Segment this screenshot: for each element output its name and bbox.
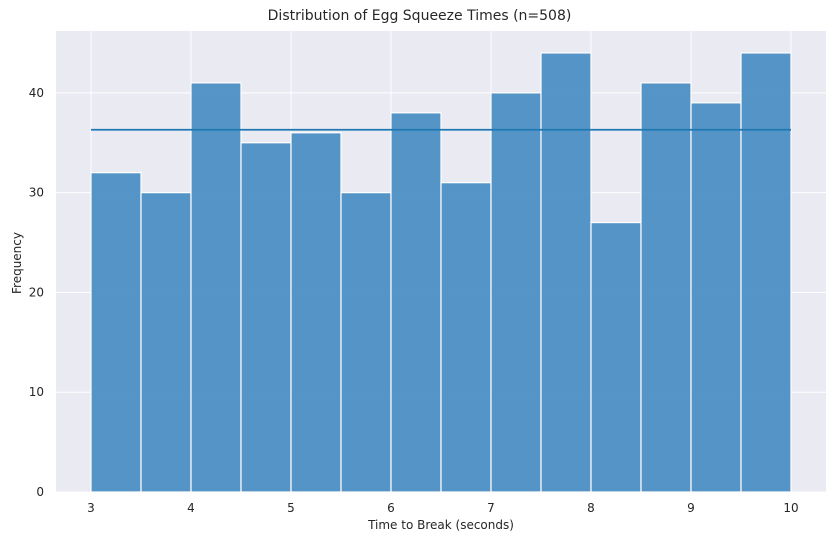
histogram-bar	[390, 112, 442, 493]
y-tick-label: 40	[29, 86, 44, 100]
histogram-bar	[90, 172, 142, 493]
histogram-bar	[340, 192, 392, 493]
x-axis-label: Time to Break (seconds)	[367, 518, 514, 532]
chart-title: Distribution of Egg Squeeze Times (n=508…	[268, 8, 572, 24]
histogram-bar	[640, 82, 692, 493]
y-axis-ticks: 0 10 20 30 40	[29, 86, 44, 499]
histogram-bar	[740, 52, 792, 493]
x-tick-label: 7	[487, 501, 495, 515]
x-axis-ticks: 3 4 5 6 7 8 9 10	[87, 501, 798, 515]
bars	[90, 52, 792, 493]
histogram-bar	[690, 102, 742, 493]
y-tick-label: 20	[29, 285, 44, 299]
y-axis-label: Frequency	[10, 232, 24, 294]
x-tick-label: 6	[387, 501, 395, 515]
y-tick-label: 0	[36, 485, 44, 499]
x-tick-label: 3	[87, 501, 95, 515]
y-tick-label: 10	[29, 385, 44, 399]
x-tick-label: 8	[587, 501, 595, 515]
histogram-bar	[290, 132, 342, 493]
histogram-bar	[190, 82, 242, 493]
histogram-bar	[540, 52, 592, 493]
histogram-bar	[590, 221, 642, 493]
x-tick-label: 5	[287, 501, 295, 515]
x-tick-label: 4	[187, 501, 195, 515]
y-tick-label: 30	[29, 186, 44, 200]
histogram-bar	[490, 92, 542, 493]
x-tick-label: 9	[687, 501, 695, 515]
x-tick-label: 10	[783, 501, 798, 515]
histogram-bar	[240, 142, 292, 493]
histogram-bar	[140, 192, 192, 493]
histogram-bar	[440, 182, 492, 493]
